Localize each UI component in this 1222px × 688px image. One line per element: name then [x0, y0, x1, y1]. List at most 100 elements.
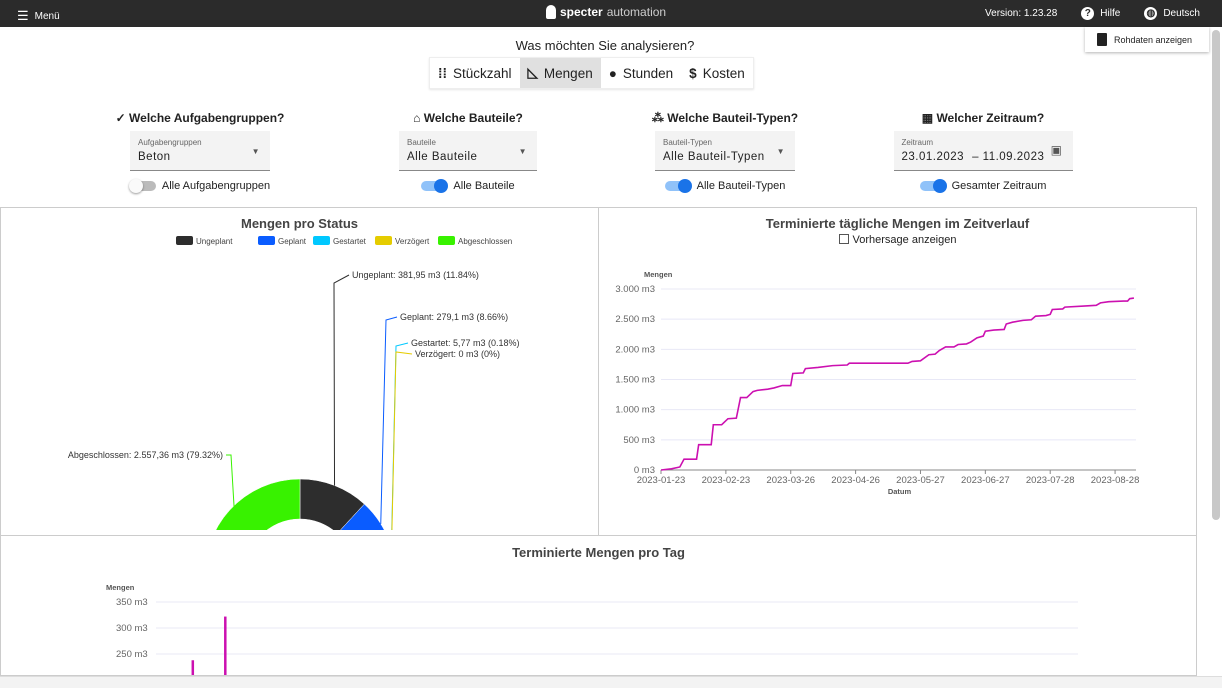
- calendar-icon[interactable]: ▣: [1050, 143, 1063, 157]
- cumulative-line: [660, 297, 1135, 471]
- slice-label: Ungeplant: 381,95 m3 (11.84%): [352, 270, 479, 280]
- toggle-switch[interactable]: [421, 179, 449, 193]
- y-tick-label: 500 m3: [623, 435, 655, 446]
- toggle-switch[interactable]: [664, 179, 692, 193]
- hamburger-icon: ☰: [17, 8, 29, 23]
- filter-title: Welche Bauteile?: [423, 111, 523, 125]
- metric-selector: ⁞⁞ Stückzahl ◺ Mengen ● Stunden $ Kosten: [429, 57, 754, 89]
- daily-bar-chart: Mengen 250 m3 300 m3 350 m3: [106, 583, 1078, 675]
- component-select[interactable]: Bauteile Alle Bauteile ▼: [399, 131, 537, 171]
- forecast-label: Vorhersage anzeigen: [852, 234, 957, 246]
- metric-tab-mengen[interactable]: ◺ Mengen: [519, 58, 601, 88]
- x-tick-label: 2023-01-23: [637, 475, 686, 486]
- y-tick-label: 250 m3: [116, 649, 148, 660]
- slice-geplant: [340, 503, 385, 530]
- metric-tab-stückzahl[interactable]: ⁞⁞ Stückzahl: [430, 58, 520, 88]
- metric-tab-stunden[interactable]: ● Stunden: [601, 58, 681, 88]
- language-button[interactable]: ◍ Deutsch: [1144, 7, 1200, 20]
- legend-label: Gestartet: [333, 237, 367, 246]
- legend-swatch-gestartet: [313, 236, 330, 245]
- scrollbar[interactable]: [1212, 30, 1220, 520]
- toggle-label: Alle Bauteile: [453, 180, 515, 192]
- slice-label: Verzögert: 0 m3 (0%): [415, 349, 500, 359]
- filter-task-group: ✓ Welche Aufgabengruppen? Aufgabengruppe…: [80, 111, 320, 193]
- slice-label: Abgeschlossen: 2.557,36 m3 (79.32%): [68, 450, 223, 460]
- legend-label: Abgeschlossen: [458, 237, 512, 246]
- y-tick-label: 3.000 m3: [615, 284, 655, 295]
- component-toggle[interactable]: Alle Bauteile: [348, 179, 588, 193]
- x-tick-label: 2023-03-26: [766, 475, 815, 486]
- chevron-down-icon: ▼: [776, 147, 785, 156]
- legend-label: Ungeplant: [196, 237, 233, 246]
- footer-bar: [0, 676, 1222, 688]
- leader-line: [333, 274, 350, 486]
- menu-button[interactable]: ☰ Menü: [17, 8, 60, 24]
- filter-title: Welche Aufgabengruppen?: [129, 111, 285, 125]
- field-value: Alle Bauteil-Typen: [663, 151, 765, 163]
- x-tick-label: 2023-08-28: [1091, 475, 1140, 486]
- chevron-down-icon: ▼: [251, 147, 260, 156]
- ruler-triangle-icon: ◺: [527, 65, 538, 80]
- metric-tab-kosten[interactable]: $ Kosten: [681, 58, 753, 88]
- metric-label: Stunden: [622, 65, 674, 81]
- component-type-select[interactable]: Bauteil-Typen Alle Bauteil-Typen ▼: [655, 131, 795, 171]
- metric-label: Stückzahl: [453, 65, 512, 81]
- y-tick-label: 2.500 m3: [615, 314, 655, 325]
- task-group-select[interactable]: Aufgabengruppen Beton ▼: [130, 131, 270, 171]
- metric-label: Kosten: [702, 65, 745, 81]
- filter-icon: ⁂: [651, 111, 664, 125]
- x-tick-label: 2023-04-26: [831, 475, 880, 486]
- y-axis-label: Mengen: [644, 270, 673, 279]
- pie-title: Mengen pro Status: [240, 216, 358, 231]
- status-chart-card: Mengen pro Status Ungeplant Geplant Gestar…: [0, 207, 599, 536]
- field-value: Beton: [138, 151, 171, 163]
- field-label: Bauteile: [407, 138, 436, 147]
- dollar-icon: $: [689, 65, 697, 81]
- checkbox-icon[interactable]: [838, 234, 849, 244]
- bar-title: Terminierte Mengen pro Tag: [512, 545, 685, 560]
- forecast-checkbox[interactable]: Vorhersage anzeigen: [599, 234, 1196, 246]
- filter-icon: ⌂: [413, 111, 421, 125]
- filter-icon: ▦: [921, 111, 934, 125]
- field-label: Bauteil-Typen: [663, 138, 712, 147]
- legend-swatch-abgeschlossen: [438, 236, 455, 245]
- cumulative-line-chart: Mengen 0 m3 500 m3 1.000 m3 1.500 m3 2.000 m3…: [615, 270, 1140, 496]
- y-tick-label: 1.000 m3: [615, 405, 655, 416]
- legend-swatch-ungeplant: [176, 236, 193, 245]
- task-group-toggle[interactable]: Alle Aufgabengruppen: [80, 179, 320, 193]
- toggle-switch[interactable]: [919, 179, 947, 193]
- line-title: Terminierte tägliche Mengen im Zeitverla…: [765, 216, 1030, 231]
- x-tick-label: 2023-05-27: [896, 475, 945, 486]
- daily-chart-card: Terminierte Mengen pro Tag Mengen 250 m3 3…: [0, 535, 1197, 676]
- y-tick-label: 0 m3: [634, 465, 655, 476]
- x-tick-label: 2023-02-23: [702, 475, 751, 486]
- y-tick-label: 1.500 m3: [615, 375, 655, 386]
- legend-label: Verzögert: [395, 237, 430, 246]
- status-donut-chart: Ungeplant Geplant Gestartet Verzögert Abgesc…: [68, 236, 520, 530]
- period-select[interactable]: Zeitraum 23.01.2023 – 11.09.2023 ▣: [893, 131, 1073, 171]
- daily-bar: [224, 616, 227, 675]
- clock-icon: ●: [608, 65, 617, 81]
- slice-label: Gestartet: 5,77 m3 (0.18%): [411, 338, 520, 348]
- period-toggle[interactable]: Gesamter Zeitraum: [863, 179, 1103, 193]
- toggle-switch[interactable]: [128, 179, 156, 193]
- brand-bold: specter: [560, 5, 603, 19]
- y-tick-label: 300 m3: [116, 623, 148, 634]
- daily-bar: [191, 660, 195, 675]
- language-label: Deutsch: [1163, 8, 1200, 19]
- slice-abgeschlossen: [215, 478, 301, 530]
- top-bar: ☰ Menü specter automation Version: 1.23.…: [0, 0, 1222, 27]
- component-type-toggle[interactable]: Alle Bauteil-Typen: [605, 179, 845, 193]
- y-tick-label: 2.000 m3: [615, 344, 655, 355]
- filter-component: ⌂ Welche Bauteile? Bauteile Alle Bauteile…: [348, 111, 588, 193]
- help-button[interactable]: ? Hilfe: [1081, 7, 1120, 20]
- leader-line: [226, 454, 236, 530]
- legend-swatch-geplant: [258, 236, 275, 245]
- help-label: Hilfe: [1100, 8, 1121, 19]
- analysis-question: Was möchten Sie analysieren?: [515, 38, 695, 53]
- x-tick-label: 2023-06-27: [961, 475, 1010, 486]
- raw-data-button[interactable]: Rohdaten anzeigen: [1085, 27, 1209, 52]
- field-value: 23.01.2023: [901, 151, 965, 163]
- x-tick-label: 2023-07-28: [1026, 475, 1075, 486]
- slice-label: Geplant: 279,1 m3 (8.66%): [400, 312, 508, 322]
